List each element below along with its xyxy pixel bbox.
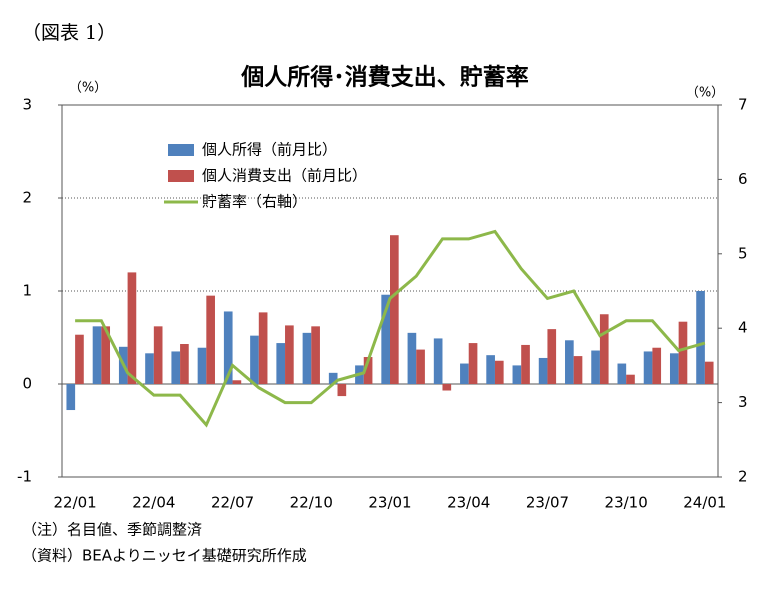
- bar: [538, 357, 548, 384]
- bar: [643, 351, 653, 384]
- bar: [468, 343, 478, 384]
- bar: [171, 351, 181, 384]
- y-tick-label: 2: [22, 189, 32, 207]
- bar: [232, 380, 242, 384]
- bar: [617, 363, 627, 384]
- x-tick-label: 23/01: [368, 494, 411, 512]
- bar: [591, 350, 600, 384]
- bar: [486, 355, 495, 384]
- chart-title: 個人所得･消費支出、貯蓄率: [240, 64, 529, 91]
- y2-tick-label: 6: [738, 170, 748, 188]
- bar: [704, 361, 714, 384]
- bar: [75, 334, 84, 384]
- y2-tick-label: 4: [738, 319, 748, 337]
- bar: [416, 349, 425, 384]
- bar: [547, 329, 557, 384]
- y2-axis-label: （%）: [686, 86, 724, 101]
- x-tick-label: 22/10: [290, 494, 333, 512]
- y-tick-label: 0: [22, 375, 32, 393]
- bar: [250, 335, 259, 384]
- bar: [197, 347, 207, 384]
- bar: [407, 332, 417, 384]
- bar: [363, 357, 373, 384]
- note: （注）名目値、季節調整済: [22, 521, 202, 539]
- legend-swatch: [168, 144, 194, 156]
- legend-label: 個人所得（前月比）: [202, 141, 337, 159]
- bar: [101, 326, 111, 384]
- y-tick-label: 1: [22, 282, 32, 300]
- y2-tick-label: 3: [738, 393, 748, 411]
- bar: [512, 365, 522, 384]
- bar: [494, 360, 504, 384]
- x-tick-label: 22/04: [132, 494, 175, 512]
- bar: [442, 384, 452, 391]
- bar: [145, 353, 154, 384]
- bar: [285, 325, 294, 384]
- y2-tick-label: 2: [738, 468, 748, 486]
- note: （資料）BEAよりニッセイ基礎研究所作成: [22, 547, 307, 565]
- x-tick-label: 22/01: [54, 494, 97, 512]
- bar: [180, 344, 189, 384]
- bar: [337, 384, 347, 397]
- legend-swatch: [168, 170, 194, 182]
- bar: [223, 311, 233, 384]
- bar: [521, 344, 530, 384]
- bar: [258, 312, 268, 384]
- legend-label: 貯蓄率（右軸）: [202, 193, 307, 211]
- x-tick-label: 23/07: [526, 494, 569, 512]
- figure-label: （図表 1）: [22, 22, 116, 44]
- bar: [626, 374, 635, 384]
- bar: [66, 384, 76, 411]
- bar: [92, 326, 102, 384]
- bar: [433, 338, 443, 384]
- bar: [206, 295, 215, 384]
- bar: [302, 332, 312, 384]
- bar: [311, 326, 320, 384]
- bar: [276, 343, 286, 384]
- bar: [460, 363, 469, 384]
- y-tick-label: -1: [17, 468, 32, 486]
- y2-tick-label: 5: [738, 244, 748, 262]
- bar: [599, 314, 609, 384]
- bar: [678, 321, 688, 384]
- bar: [390, 235, 399, 384]
- bar: [669, 353, 679, 384]
- x-tick-label: 22/07: [211, 494, 254, 512]
- bar: [381, 294, 390, 384]
- bar: [153, 326, 163, 384]
- legend-label: 個人消費支出（前月比）: [202, 167, 367, 185]
- x-tick-label: 23/10: [605, 494, 648, 512]
- bar: [652, 347, 662, 384]
- bar: [696, 291, 705, 384]
- bar: [328, 372, 338, 384]
- x-tick-label: 23/04: [447, 494, 490, 512]
- bar: [127, 272, 137, 384]
- bar: [573, 356, 583, 384]
- y-tick-label: 3: [22, 96, 32, 114]
- y2-tick-label: 7: [738, 96, 748, 114]
- line: [75, 229, 706, 428]
- x-tick-label: 24/01: [683, 494, 726, 512]
- y-axis-label: （%）: [69, 81, 107, 96]
- bar: [565, 340, 574, 384]
